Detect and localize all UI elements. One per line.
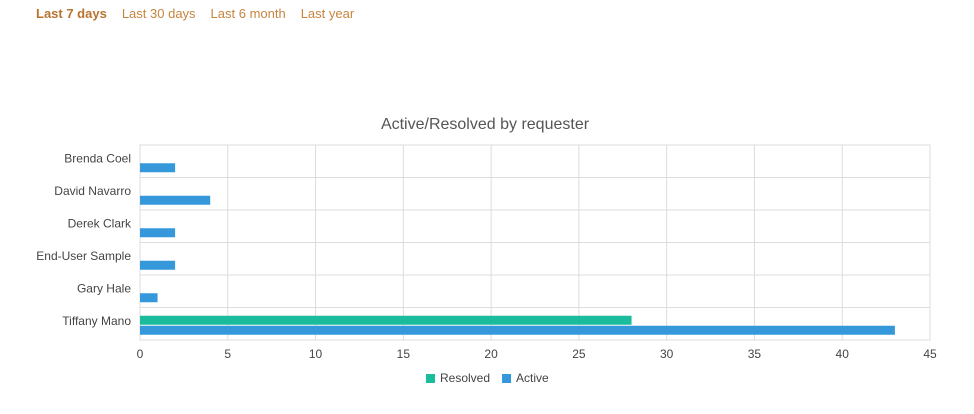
legend-label: Resolved — [440, 371, 490, 385]
x-tick-label: 15 — [397, 347, 411, 361]
tab[interactable]: Last 30 days — [121, 6, 196, 21]
tab[interactable]: Last year — [300, 6, 355, 21]
x-tick-label: 35 — [748, 347, 762, 361]
tab[interactable]: Last 7 days — [36, 6, 107, 21]
bar — [140, 195, 211, 205]
x-tick-label: 25 — [572, 347, 586, 361]
bar — [140, 163, 176, 173]
x-tick-label: 45 — [923, 347, 937, 361]
bar — [140, 260, 176, 270]
y-tick-label: Brenda Coel — [64, 151, 131, 165]
x-tick-label: 20 — [484, 347, 498, 361]
chart-title: Active/Resolved by requester — [381, 116, 590, 133]
legend-label: Active — [516, 371, 549, 385]
y-tick-label: Derek Clark — [68, 216, 132, 230]
x-tick-label: 5 — [224, 347, 231, 361]
bar — [140, 325, 895, 335]
tab[interactable]: Last 6 month — [210, 6, 286, 21]
tab-bar: Last 7 days Last 30 days Last 6 month Last … — [36, 6, 369, 21]
y-tick-label: Tiffany Mano — [62, 314, 131, 328]
bar — [140, 228, 176, 238]
bar — [140, 315, 632, 325]
x-tick-label: 40 — [836, 347, 850, 361]
x-tick-label: 30 — [660, 347, 674, 361]
y-tick-label: End-User Sample — [36, 249, 131, 263]
legend-swatch — [426, 374, 435, 383]
x-tick-label: 10 — [309, 347, 323, 361]
y-tick-label: Gary Hale — [77, 281, 131, 295]
legend-swatch — [502, 374, 512, 383]
y-tick-label: David Navarro — [54, 184, 131, 198]
x-tick-label: 0 — [137, 347, 144, 361]
bar — [140, 293, 158, 303]
